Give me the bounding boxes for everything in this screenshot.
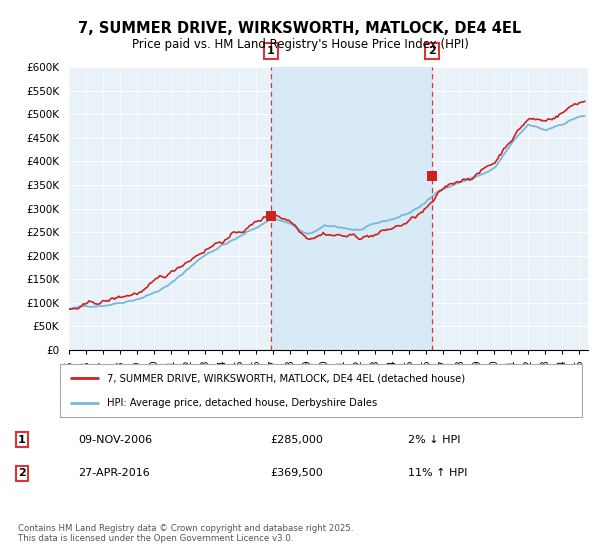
- Text: Price paid vs. HM Land Registry's House Price Index (HPI): Price paid vs. HM Land Registry's House …: [131, 38, 469, 50]
- Text: £369,500: £369,500: [270, 468, 323, 478]
- Text: 2: 2: [428, 46, 436, 56]
- Text: £285,000: £285,000: [270, 435, 323, 445]
- Text: 7, SUMMER DRIVE, WIRKSWORTH, MATLOCK, DE4 4EL (detached house): 7, SUMMER DRIVE, WIRKSWORTH, MATLOCK, DE…: [107, 374, 465, 384]
- Bar: [271, 67, 432, 350]
- Text: 7, SUMMER DRIVE, WIRKSWORTH, MATLOCK, DE4 4EL: 7, SUMMER DRIVE, WIRKSWORTH, MATLOCK, DE…: [79, 21, 521, 36]
- Text: Contains HM Land Registry data © Crown copyright and database right 2025.
This d: Contains HM Land Registry data © Crown c…: [18, 524, 353, 543]
- Text: 11% ↑ HPI: 11% ↑ HPI: [408, 468, 467, 478]
- Text: 1: 1: [18, 435, 26, 445]
- Text: HPI: Average price, detached house, Derbyshire Dales: HPI: Average price, detached house, Derb…: [107, 398, 377, 408]
- Text: 2% ↓ HPI: 2% ↓ HPI: [408, 435, 461, 445]
- Text: 09-NOV-2006: 09-NOV-2006: [78, 435, 152, 445]
- Text: 27-APR-2016: 27-APR-2016: [78, 468, 150, 478]
- Text: 1: 1: [267, 46, 275, 56]
- Text: 2: 2: [18, 468, 26, 478]
